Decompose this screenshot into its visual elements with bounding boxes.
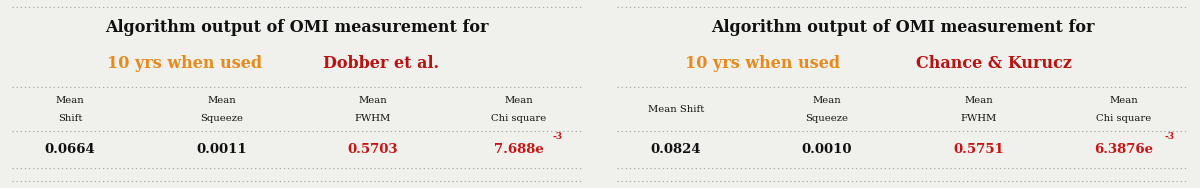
- Text: Squeeze: Squeeze: [805, 114, 848, 123]
- Text: Shift: Shift: [58, 114, 83, 123]
- Text: FWHM: FWHM: [355, 114, 391, 123]
- Text: Algorithm output of OMI measurement for: Algorithm output of OMI measurement for: [712, 19, 1094, 36]
- Text: 6.3876e: 6.3876e: [1094, 143, 1153, 156]
- Text: Mean: Mean: [1110, 96, 1139, 105]
- Text: 10 yrs when used: 10 yrs when used: [685, 55, 846, 72]
- Text: 0.0010: 0.0010: [802, 143, 852, 156]
- Text: Mean Shift: Mean Shift: [648, 105, 704, 114]
- Text: Mean: Mean: [504, 96, 533, 105]
- Text: 0.5703: 0.5703: [348, 143, 398, 156]
- Text: Chance & Kurucz: Chance & Kurucz: [917, 55, 1073, 72]
- Text: Algorithm output of OMI measurement for: Algorithm output of OMI measurement for: [106, 19, 488, 36]
- Text: Mean: Mean: [208, 96, 236, 105]
- Text: 0.5751: 0.5751: [953, 143, 1004, 156]
- Text: Chi square: Chi square: [1097, 114, 1152, 123]
- Text: Mean: Mean: [55, 96, 84, 105]
- Text: FWHM: FWHM: [960, 114, 997, 123]
- Text: -3: -3: [1165, 133, 1175, 142]
- Text: -3: -3: [553, 133, 563, 142]
- Text: Chi square: Chi square: [491, 114, 546, 123]
- Text: Squeeze: Squeeze: [200, 114, 242, 123]
- Text: Dobber et al.: Dobber et al.: [323, 55, 438, 72]
- Text: 0.0824: 0.0824: [650, 143, 701, 156]
- Text: 10 yrs when used: 10 yrs when used: [107, 55, 268, 72]
- Text: Mean: Mean: [964, 96, 992, 105]
- Text: Mean: Mean: [359, 96, 388, 105]
- Text: 0.0011: 0.0011: [196, 143, 247, 156]
- Text: 0.0664: 0.0664: [44, 143, 96, 156]
- Text: 7.688e: 7.688e: [493, 143, 544, 156]
- Text: Mean: Mean: [812, 96, 841, 105]
